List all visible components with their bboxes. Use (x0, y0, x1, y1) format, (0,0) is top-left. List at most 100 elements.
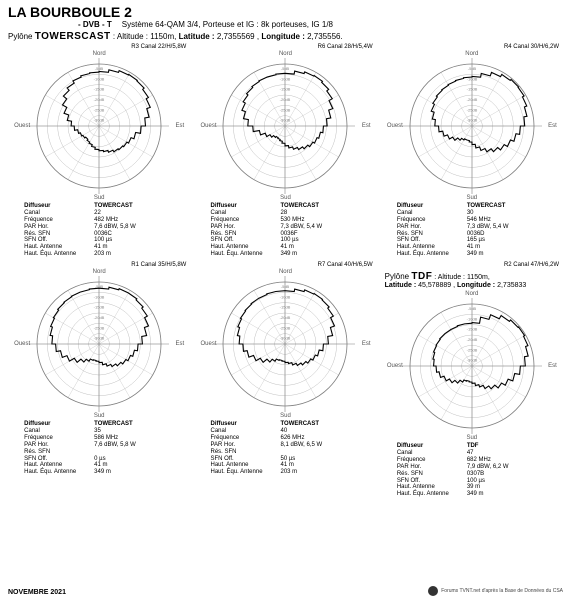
info-val: 349 m (467, 491, 547, 498)
info-val: 28 (280, 210, 360, 217)
pylon1-alt: 1150m, (150, 32, 176, 41)
info-row: Canal 22 (24, 210, 174, 217)
canal-label: R7 Canal 40/H/6,5W (194, 262, 376, 268)
info-val: 41 m (94, 462, 174, 469)
info-val: 22 (94, 210, 174, 217)
dir-est: Est (175, 341, 184, 347)
info-key: Canal (210, 428, 280, 435)
chart-cell: R1 Canal 35/H/5,8W -5dB-10dB-15dB-20dB-2… (8, 262, 190, 498)
info-table: Diffuseur TOWERCAST Canal 22 Fréquence 4… (24, 203, 174, 258)
dir-sud: Sud (280, 195, 291, 201)
info-key: PAR Hor. (210, 224, 280, 231)
svg-text:-30dB: -30dB (280, 336, 291, 341)
info-key: SFN Off. (210, 237, 280, 244)
info-key: Rés. SFN (397, 471, 467, 478)
info-row: Fréquence 626 MHz (210, 435, 360, 442)
dir-ouest: Ouest (14, 123, 30, 129)
info-row: Diffuseur TOWERCAST (24, 421, 174, 428)
info-table: Diffuseur TOWERCAST Canal 35 Fréquence 5… (24, 421, 174, 476)
info-val: 203 m (94, 251, 174, 258)
info-val: 7,3 dBW, 5,4 W (280, 224, 360, 231)
info-val: 100 µs (280, 237, 360, 244)
info-key: Fréquence (24, 435, 94, 442)
svg-text:-5dB: -5dB (281, 284, 290, 289)
info-val: 682 MHz (467, 457, 547, 464)
info-row: Diffuseur TOWERCAST (210, 203, 360, 210)
svg-text:-30dB: -30dB (466, 358, 477, 363)
logo-icon (428, 586, 438, 596)
pylon1-lat-label: Latitude : (179, 32, 215, 41)
info-val: 349 m (467, 251, 547, 258)
polar-plot: -5dB-10dB-15dB-20dB-25dB-30dB Nord Sud E… (14, 269, 184, 419)
pylon1-brand: TOWERSCAST (35, 31, 111, 42)
canal-label: R6 Canal 28/H/5,4W (194, 44, 376, 50)
info-val: 40 (280, 428, 360, 435)
info-val: 41 m (280, 462, 360, 469)
info-key: Diffuseur (397, 443, 467, 450)
svg-text:-5dB: -5dB (468, 66, 477, 71)
dir-sud: Sud (466, 435, 477, 441)
info-key: PAR Hor. (24, 442, 94, 449)
svg-text:-20dB: -20dB (466, 97, 477, 102)
svg-text:-15dB: -15dB (280, 87, 291, 92)
info-row: Rés. SFN 0307B (397, 471, 547, 478)
chart-cell: R2 Canal 47/H/6,2W Pylône TDF : Altitude… (381, 262, 563, 498)
info-row: SFN Off. 165 µs (397, 237, 547, 244)
chart-cell: R3 Canal 22/H/5,8W -5dB-10dB-15dB-20dB-2… (8, 44, 190, 258)
info-key: Rés. SFN (210, 231, 280, 238)
info-row: PAR Hor. 7,3 dBW, 5,4 W (210, 224, 360, 231)
info-row: PAR Hor. 8,1 dBW, 6,5 W (210, 442, 360, 449)
polar-plot: -5dB-10dB-15dB-20dB-25dB-30dB Nord Sud E… (200, 51, 370, 201)
info-row: Canal 30 (397, 210, 547, 217)
svg-text:-25dB: -25dB (94, 325, 105, 330)
info-key: Canal (210, 210, 280, 217)
info-val: TOWERCAST (467, 203, 547, 210)
info-val: 100 µs (94, 237, 174, 244)
chart-grid: R3 Canal 22/H/5,8W -5dB-10dB-15dB-20dB-2… (8, 44, 563, 498)
svg-text:-25dB: -25dB (466, 347, 477, 352)
info-val: 546 MHz (467, 217, 547, 224)
svg-text:-15dB: -15dB (466, 87, 477, 92)
info-val: 530 MHz (280, 217, 360, 224)
info-val: 35 (94, 428, 174, 435)
info-row: Rés. SFN 0036C (24, 231, 174, 238)
svg-text:-5dB: -5dB (468, 306, 477, 311)
info-val: 39 m (467, 484, 547, 491)
info-key: Canal (397, 450, 467, 457)
std-label: - DVB - T (78, 20, 112, 29)
info-val: 482 MHz (94, 217, 174, 224)
svg-text:-5dB: -5dB (281, 66, 290, 71)
chart-cell: R6 Canal 28/H/5,4W -5dB-10dB-15dB-20dB-2… (194, 44, 376, 258)
dir-nord: Nord (93, 269, 106, 275)
info-key: SFN Off. (397, 237, 467, 244)
info-val: TDF (467, 443, 547, 450)
svg-text:-20dB: -20dB (466, 337, 477, 342)
polar-plot: -5dB-10dB-15dB-20dB-25dB-30dB Nord Sud E… (14, 51, 184, 201)
info-val: 0036F (280, 231, 360, 238)
info-val: 41 m (467, 244, 547, 251)
info-key: Rés. SFN (210, 449, 280, 456)
svg-text:-25dB: -25dB (94, 107, 105, 112)
info-val: 349 m (280, 251, 360, 258)
info-row: Haut. Équ. Antenne 349 m (397, 251, 547, 258)
dir-ouest: Ouest (387, 363, 403, 369)
svg-text:-20dB: -20dB (94, 97, 105, 102)
info-row: Diffuseur TDF (397, 443, 547, 450)
info-row: Fréquence 586 MHz (24, 435, 174, 442)
info-table: Diffuseur TOWERCAST Canal 28 Fréquence 5… (210, 203, 360, 258)
info-row: Canal 40 (210, 428, 360, 435)
svg-text:-30dB: -30dB (94, 336, 105, 341)
svg-text:-30dB: -30dB (466, 118, 477, 123)
info-row: Haut. Équ. Antenne 203 m (210, 469, 360, 476)
info-key: SFN Off. (24, 237, 94, 244)
canal-label: R3 Canal 22/H/5,8W (8, 44, 190, 50)
info-val: 30 (467, 210, 547, 217)
pylon1-label: Pylône (8, 32, 32, 41)
info-row: Rés. SFN (210, 449, 360, 456)
info-row: Haut. Équ. Antenne 349 m (397, 491, 547, 498)
dir-sud: Sud (466, 195, 477, 201)
info-row: Fréquence 482 MHz (24, 217, 174, 224)
svg-text:-20dB: -20dB (94, 315, 105, 320)
info-row: PAR Hor. 7,6 dBW, 5,8 W (24, 224, 174, 231)
svg-text:-25dB: -25dB (466, 107, 477, 112)
